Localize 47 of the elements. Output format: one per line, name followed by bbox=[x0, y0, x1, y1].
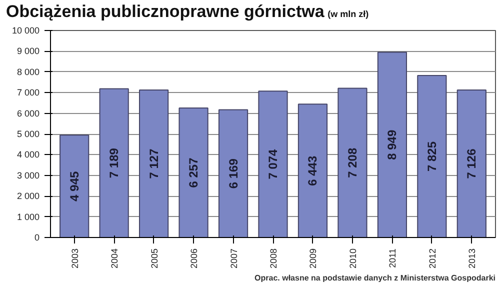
bar bbox=[456, 89, 486, 238]
y-tick-label: 0 bbox=[34, 232, 40, 242]
x-tick-label: 2013 bbox=[467, 248, 478, 269]
x-tick-label: 2009 bbox=[308, 248, 318, 269]
x-tick-label: 2007 bbox=[228, 248, 239, 269]
x-tick-label: 2012 bbox=[427, 248, 438, 269]
bar bbox=[338, 88, 368, 238]
bar bbox=[377, 52, 407, 238]
x-tick-label: 2004 bbox=[110, 248, 120, 269]
bar bbox=[417, 75, 447, 238]
data-label: 4 945 bbox=[67, 170, 82, 202]
y-tick-label: 7 000 bbox=[16, 88, 40, 98]
text: Oprac. własne na podstawie danych z Ministerstwa Gospodarki bbox=[254, 274, 496, 282]
x-tick-label: 2008 bbox=[268, 248, 278, 269]
data-label: 7 189 bbox=[107, 148, 122, 178]
bar bbox=[178, 107, 208, 238]
y-tick-label: 2 000 bbox=[16, 191, 40, 202]
data-label: 7 127 bbox=[146, 148, 161, 179]
y-tick-label: 4 000 bbox=[16, 150, 40, 160]
bar bbox=[218, 109, 248, 238]
data-label: 8 949 bbox=[385, 130, 400, 160]
x-tick-label: 2003 bbox=[70, 248, 80, 269]
x-tick-label: 2010 bbox=[348, 248, 358, 269]
data-label: 7 825 bbox=[424, 141, 439, 172]
data-label: 6 257 bbox=[186, 157, 201, 188]
bar bbox=[60, 134, 90, 238]
data-label: 6 443 bbox=[306, 155, 320, 186]
data-label: 6 169 bbox=[226, 158, 240, 189]
y-tick-label: 6 000 bbox=[16, 108, 40, 118]
chart-title: Obciążenia publicznoprawne górnictwa bbox=[6, 2, 324, 21]
data-label: 7 208 bbox=[345, 148, 360, 178]
y-tick-label: 10 000 bbox=[12, 26, 40, 36]
bar bbox=[99, 88, 129, 238]
y-tick-label: 1 000 bbox=[16, 212, 40, 222]
y-tick-label: 3 000 bbox=[16, 170, 40, 180]
data-label: 7 074 bbox=[266, 148, 280, 180]
x-tick-label: 2011 bbox=[388, 248, 398, 268]
x-tick-label: 2005 bbox=[149, 248, 160, 269]
x-tick-label: 2006 bbox=[189, 248, 200, 269]
y-tick-label: 9 000 bbox=[16, 46, 40, 56]
bar bbox=[258, 90, 288, 238]
bar bbox=[139, 89, 169, 238]
bar bbox=[298, 104, 328, 238]
chart-subtitle: (w mln zł) bbox=[328, 9, 369, 19]
y-tick-label: 5 000 bbox=[16, 129, 40, 139]
data-label: 7 126 bbox=[464, 148, 479, 179]
y-tick-label: 8 000 bbox=[16, 66, 40, 77]
